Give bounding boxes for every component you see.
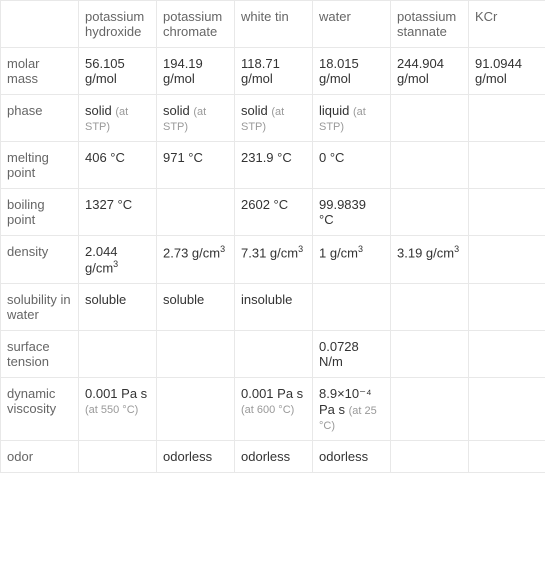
cell-value: solid: [163, 103, 190, 118]
col-header-blank: [1, 1, 79, 48]
cell: [391, 142, 469, 189]
cell: insoluble: [235, 284, 313, 331]
cell: 18.015 g/mol: [313, 48, 391, 95]
row-header-surface-tension: surface tension: [1, 331, 79, 378]
cell: [391, 331, 469, 378]
cell: 2.73 g/cm3: [157, 236, 235, 284]
col-header-kcr: KCr: [469, 1, 545, 48]
cell-value: 1 g/cm: [319, 245, 358, 260]
col-header-koh: potassium hydroxide: [79, 1, 157, 48]
table-header-row: potassium hydroxide potassium chromate w…: [1, 1, 545, 48]
cell: 244.904 g/mol: [391, 48, 469, 95]
cell: odorless: [157, 441, 235, 473]
row-header-density: density: [1, 236, 79, 284]
cell-sup: 3: [220, 244, 225, 254]
cell: [157, 331, 235, 378]
table-row: melting point 406 °C 971 °C 231.9 °C 0 °…: [1, 142, 545, 189]
cell: [469, 441, 545, 473]
row-header-melting: melting point: [1, 142, 79, 189]
cell-sup: 3: [298, 244, 303, 254]
cell: [79, 441, 157, 473]
cell: [469, 142, 545, 189]
cell: [157, 378, 235, 441]
cell: [313, 284, 391, 331]
cell: [235, 331, 313, 378]
table-row: surface tension 0.0728 N/m: [1, 331, 545, 378]
cell-value: 0.001 Pa s: [85, 386, 147, 401]
cell: 0.0728 N/m: [313, 331, 391, 378]
cell: 91.0944 g/mol: [469, 48, 545, 95]
cell: odorless: [235, 441, 313, 473]
cell: 1 g/cm3: [313, 236, 391, 284]
cell: [469, 189, 545, 236]
cell: 406 °C: [79, 142, 157, 189]
col-header-chromate: potassium chromate: [157, 1, 235, 48]
table-row: phase solid (at STP) solid (at STP) soli…: [1, 95, 545, 142]
cell: 2.044 g/cm3: [79, 236, 157, 284]
row-header-solubility: solubility in water: [1, 284, 79, 331]
cell: 971 °C: [157, 142, 235, 189]
cell: 194.19 g/mol: [157, 48, 235, 95]
cell: [391, 441, 469, 473]
row-header-viscosity: dynamic viscosity: [1, 378, 79, 441]
table-row: density 2.044 g/cm3 2.73 g/cm3 7.31 g/cm…: [1, 236, 545, 284]
cell-value: 3.19 g/cm: [397, 245, 454, 260]
cell: 99.9839 °C: [313, 189, 391, 236]
cell-value: solid: [241, 103, 268, 118]
cell-value: 0.001 Pa s: [241, 386, 303, 401]
cell-value: liquid: [319, 103, 349, 118]
table-row: odor odorless odorless odorless: [1, 441, 545, 473]
cell: [391, 189, 469, 236]
cell: 56.105 g/mol: [79, 48, 157, 95]
properties-table: potassium hydroxide potassium chromate w…: [0, 0, 545, 473]
col-header-water: water: [313, 1, 391, 48]
row-header-odor: odor: [1, 441, 79, 473]
cell: 231.9 °C: [235, 142, 313, 189]
cell: soluble: [79, 284, 157, 331]
cell: [391, 284, 469, 331]
cell: 0.001 Pa s (at 550 °C): [79, 378, 157, 441]
cell: [469, 95, 545, 142]
table-row: boiling point 1327 °C 2602 °C 99.9839 °C: [1, 189, 545, 236]
cell: soluble: [157, 284, 235, 331]
cell: 3.19 g/cm3: [391, 236, 469, 284]
cell: liquid (at STP): [313, 95, 391, 142]
cell-value: solid: [85, 103, 112, 118]
cell: 1327 °C: [79, 189, 157, 236]
cell: [469, 284, 545, 331]
cell: [469, 236, 545, 284]
cell: 8.9×10⁻⁴ Pa s (at 25 °C): [313, 378, 391, 441]
row-header-boiling: boiling point: [1, 189, 79, 236]
cell-sup: 3: [358, 244, 363, 254]
cell: 7.31 g/cm3: [235, 236, 313, 284]
cell-value: 7.31 g/cm: [241, 245, 298, 260]
cell-sup: 3: [113, 259, 118, 269]
row-header-phase: phase: [1, 95, 79, 142]
cell: 0 °C: [313, 142, 391, 189]
cell: [79, 331, 157, 378]
cell: solid (at STP): [79, 95, 157, 142]
cell-sup: 3: [454, 244, 459, 254]
cell: [391, 95, 469, 142]
cell: solid (at STP): [235, 95, 313, 142]
cell: odorless: [313, 441, 391, 473]
cell-note: (at 600 °C): [241, 404, 294, 416]
cell: [157, 189, 235, 236]
cell: [469, 378, 545, 441]
row-header-molar-mass: molar mass: [1, 48, 79, 95]
cell: 118.71 g/mol: [235, 48, 313, 95]
cell: [469, 331, 545, 378]
cell: [391, 378, 469, 441]
cell-note: (at 550 °C): [85, 404, 138, 416]
table-row: molar mass 56.105 g/mol 194.19 g/mol 118…: [1, 48, 545, 95]
cell: 2602 °C: [235, 189, 313, 236]
cell-value: 2.73 g/cm: [163, 245, 220, 260]
table-row: dynamic viscosity 0.001 Pa s (at 550 °C)…: [1, 378, 545, 441]
cell: 0.001 Pa s (at 600 °C): [235, 378, 313, 441]
col-header-stannate: potassium stannate: [391, 1, 469, 48]
col-header-tin: white tin: [235, 1, 313, 48]
table-row: solubility in water soluble soluble inso…: [1, 284, 545, 331]
cell: solid (at STP): [157, 95, 235, 142]
